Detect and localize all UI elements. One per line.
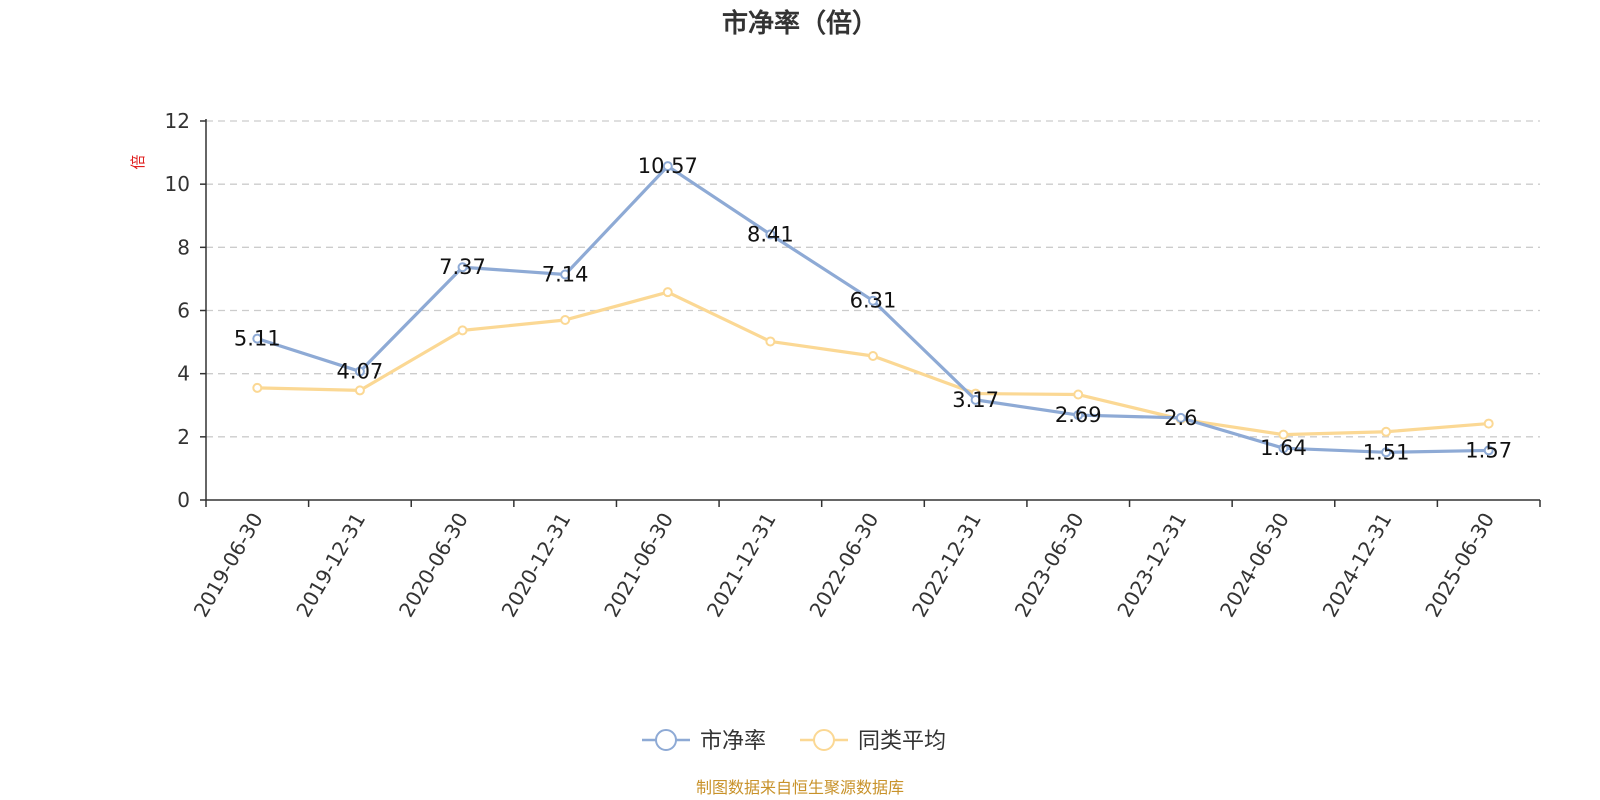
x-tick-label: 2022-06-30 [804, 509, 883, 622]
x-tick-label: 2020-12-31 [497, 509, 576, 622]
series-layer [252, 161, 1494, 458]
y-axis-unit-label: 倍 [129, 154, 147, 169]
grid-lines [206, 120, 1540, 438]
data-label: 7.37 [439, 255, 486, 279]
x-tick-label: 2021-12-31 [702, 509, 781, 622]
series-point-2 [1278, 429, 1289, 440]
data-label: 5.11 [234, 327, 281, 351]
legend-circle-icon [655, 729, 677, 751]
series-point-1 [868, 295, 878, 306]
data-label: 8.41 [747, 222, 794, 246]
y-tick-label: 4 [177, 362, 190, 386]
series-point-1 [662, 161, 673, 172]
series-point-1 [765, 229, 776, 240]
x-tick-label: 2023-06-30 [1010, 509, 1089, 622]
data-label: 1.64 [1260, 436, 1307, 460]
series-point-1 [1278, 443, 1289, 454]
series-point-2 [765, 336, 776, 347]
series-point-2 [868, 350, 878, 361]
data-label: 4.07 [337, 359, 384, 383]
x-tick-label: 2019-12-31 [291, 509, 370, 622]
data-label: 3.17 [952, 388, 999, 412]
series-point-2 [1073, 389, 1084, 400]
y-tick-label: 6 [177, 299, 190, 323]
y-tick-label: 2 [177, 425, 190, 449]
x-tick-label: 2024-06-30 [1215, 509, 1294, 622]
y-tick-label: 12 [165, 109, 190, 133]
series-point-1 [560, 269, 571, 280]
data-label: 10.57 [638, 154, 698, 178]
series-point-2 [354, 385, 365, 396]
series-point-1 [1175, 412, 1186, 423]
legend-item-1: 市净率 [642, 729, 766, 754]
data-label: 2.69 [1055, 403, 1102, 427]
series-line-2 [257, 290, 1489, 437]
y-tick-label: 10 [165, 172, 190, 196]
series-point-1 [1073, 410, 1084, 421]
data-label: 6.31 [850, 289, 897, 313]
series-point-1 [1483, 445, 1494, 456]
series-point-2 [1381, 426, 1392, 437]
legend: 市净率 同类平均 [642, 729, 946, 754]
legend-label: 同类平均 [858, 729, 946, 754]
x-tick-label: 2021-06-30 [599, 509, 678, 622]
data-label: 2.6 [1164, 406, 1197, 430]
x-tick-label: 2025-06-30 [1420, 509, 1499, 622]
series-point-1 [354, 366, 365, 377]
series-point-2 [252, 382, 263, 393]
legend-label: 市净率 [700, 729, 766, 754]
source-note: 制图数据来自恒生聚源数据库 [696, 778, 904, 797]
data-label: 1.57 [1465, 438, 1512, 462]
series-point-2 [457, 325, 468, 336]
data-label: 1.51 [1363, 440, 1410, 464]
series-point-1 [970, 394, 981, 405]
series-point-2 [662, 287, 673, 298]
x-tick-label: 2019-06-30 [189, 509, 268, 622]
data-labels: 5.11 4.07 7.37 7.14 10.57 8.41 6.31 3.17 2.69 2.6… [234, 154, 1512, 464]
series-point-2 [1483, 418, 1494, 429]
chart-title: 市净率（倍） [722, 8, 878, 39]
series-point-1 [457, 262, 468, 273]
x-tick-label: 2020-06-30 [394, 509, 473, 622]
series-point-1 [252, 333, 263, 344]
y-tick-label: 0 [177, 488, 190, 512]
legend-circle-icon [813, 729, 835, 751]
x-tick-label: 2022-12-31 [907, 509, 986, 622]
data-label: 7.14 [542, 262, 589, 286]
legend-item-2: 同类平均 [800, 729, 946, 754]
y-tick-label: 8 [177, 235, 190, 259]
x-tick-label: 2024-12-31 [1318, 509, 1397, 622]
series-point-1 [1381, 447, 1392, 458]
series-point-2 [560, 314, 571, 325]
x-tick-label: 2023-12-31 [1112, 509, 1191, 622]
